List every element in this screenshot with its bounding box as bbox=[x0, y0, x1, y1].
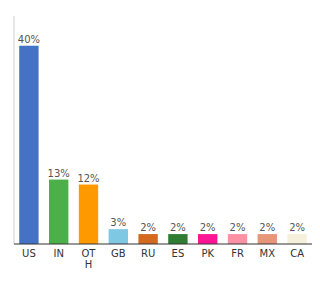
bar bbox=[138, 234, 157, 244]
x-tick-label: ES bbox=[172, 248, 185, 259]
data-label: 40% bbox=[18, 34, 40, 45]
x-tick-label: MX bbox=[260, 248, 276, 259]
x-axis-line bbox=[14, 244, 312, 245]
bar bbox=[168, 234, 187, 244]
bar bbox=[49, 180, 68, 244]
x-tick-label: OTH bbox=[82, 248, 97, 270]
x-tick-label: CA bbox=[290, 248, 304, 259]
data-label: 2% bbox=[140, 222, 156, 233]
data-label: 12% bbox=[77, 173, 99, 184]
bar bbox=[258, 234, 277, 244]
bar bbox=[198, 234, 217, 244]
x-tick-label: RU bbox=[141, 248, 155, 259]
x-tick-label: FR bbox=[231, 248, 244, 259]
bar bbox=[19, 46, 38, 244]
x-tick-label: US bbox=[22, 248, 36, 259]
bar bbox=[109, 229, 128, 244]
data-label: 2% bbox=[289, 222, 305, 233]
data-label: 13% bbox=[48, 168, 70, 179]
data-label: 2% bbox=[200, 222, 216, 233]
data-labels: 40% 13% 12% 3% 2% 2% 2% 2% 2% 2% bbox=[18, 34, 305, 233]
data-label: 2% bbox=[230, 222, 246, 233]
bar bbox=[287, 234, 306, 244]
x-tick-label: IN bbox=[53, 248, 63, 259]
bar bbox=[228, 234, 247, 244]
y-axis-line bbox=[14, 16, 15, 244]
bars bbox=[19, 46, 307, 244]
x-tick-label: PK bbox=[201, 248, 214, 259]
data-label: 2% bbox=[170, 222, 186, 233]
bar bbox=[79, 185, 98, 244]
chart-container: 40% 13% 12% 3% 2% 2% 2% 2% 2% 2% US IN OTH GB RU ES PK FR… bbox=[0, 0, 320, 300]
data-label: 3% bbox=[110, 217, 126, 228]
x-tick-label: GB bbox=[111, 248, 126, 259]
chart: 40% 13% 12% 3% 2% 2% 2% 2% 2% 2% US IN OTH GB RU ES PK FR… bbox=[0, 0, 320, 300]
x-tick-labels: US IN OTH GB RU ES PK FR MX CA bbox=[22, 248, 304, 270]
data-label: 2% bbox=[259, 222, 275, 233]
